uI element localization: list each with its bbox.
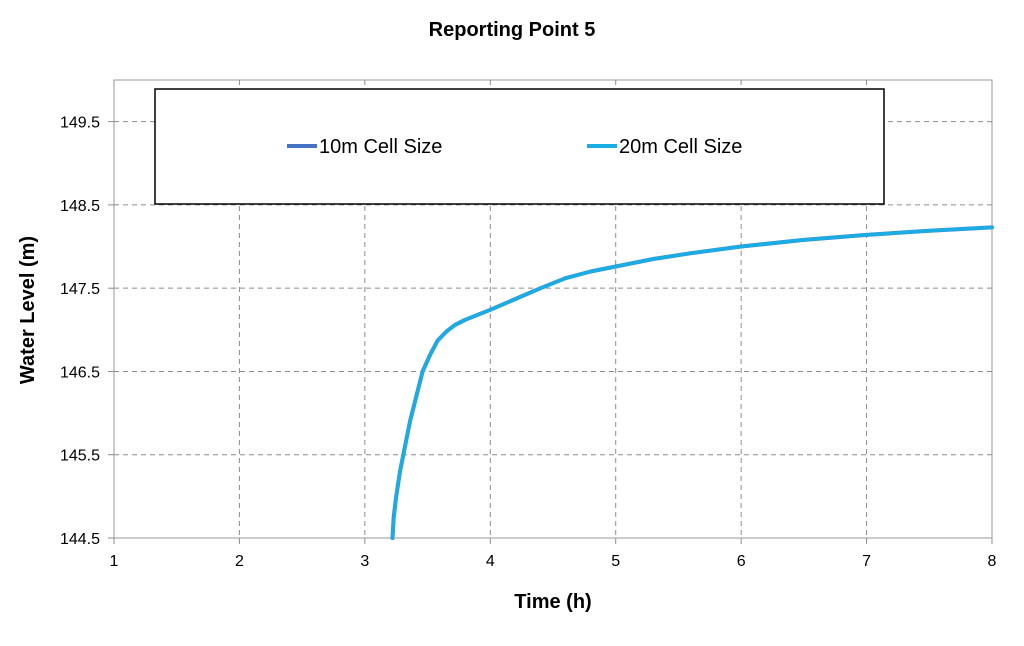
x-tick-label: 8: [988, 553, 997, 570]
chart-title: Reporting Point 5: [429, 19, 596, 41]
x-tick-label: 1: [110, 553, 119, 570]
y-tick-label: 145.5: [60, 448, 100, 465]
y-tick-label: 146.5: [60, 364, 100, 381]
series-lines: [390, 225, 994, 540]
y-tick-label: 147.5: [60, 281, 100, 298]
x-tick-label: 7: [862, 553, 871, 570]
x-tick-label: 5: [611, 553, 620, 570]
legend-box: [154, 88, 885, 205]
x-tick-label: 3: [360, 553, 369, 570]
x-axis-label: Time (h): [514, 591, 591, 613]
legend-label-1: 10m Cell Size: [319, 136, 442, 158]
y-tick-label: 149.5: [60, 115, 100, 132]
legend-label-2: 20m Cell Size: [619, 136, 742, 158]
y-axis-label: Water Level (m): [17, 236, 39, 384]
x-tick-label: 2: [235, 553, 244, 570]
x-tick-label: 4: [486, 553, 495, 570]
y-tick-label: 144.5: [60, 531, 100, 548]
legend: 10m Cell Size 20m Cell Size: [154, 88, 885, 205]
x-tick-label: 6: [737, 553, 746, 570]
tick-labels: 1 2 3 4 5 6 7 8 144.5 145.5 146.5 147.5 148.5 149.5: [60, 115, 997, 570]
series-line-2: [390, 225, 994, 540]
y-tick-label: 148.5: [60, 198, 100, 215]
